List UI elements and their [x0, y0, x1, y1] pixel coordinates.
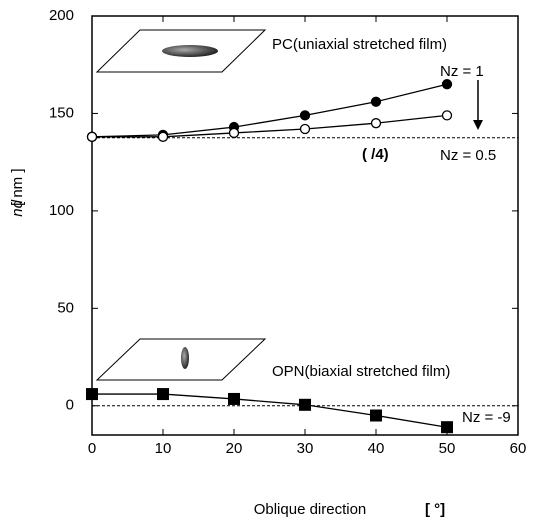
marker — [157, 131, 169, 142]
marker — [299, 398, 311, 411]
annotation: ( /4) — [362, 146, 389, 163]
marker — [86, 388, 98, 401]
index-ellipsoid — [181, 347, 189, 369]
series-label: Nz = -9 — [462, 409, 511, 426]
x-tick-label: 30 — [297, 440, 314, 457]
series-line — [92, 393, 448, 428]
marker — [299, 110, 311, 121]
y-tick-label: 100 — [49, 202, 74, 219]
series-label: Nz = 0.5 — [440, 147, 496, 164]
annotation: PC(uniaxial stretched film) — [272, 36, 447, 53]
series-line — [91, 83, 448, 138]
series-label: Nz = 1 — [440, 63, 484, 80]
x-tick-label: 50 — [439, 440, 456, 457]
y-tick-label: 150 — [49, 104, 74, 121]
arrow-head — [473, 120, 483, 130]
marker — [228, 127, 240, 139]
x-tick-label: 0 — [88, 440, 96, 457]
x-tick-label: 10 — [155, 440, 172, 457]
film-illustration — [95, 338, 267, 381]
marker — [299, 123, 311, 135]
index-ellipsoid — [162, 45, 218, 57]
marker — [441, 421, 453, 434]
x-tick-label: 60 — [510, 440, 527, 457]
marker — [441, 79, 453, 90]
x-tick-label: 40 — [368, 440, 385, 457]
x-tick-label: 20 — [226, 440, 243, 457]
x-axis-unit: [ °] — [425, 501, 445, 518]
marker — [370, 96, 382, 107]
series-line — [92, 114, 448, 138]
y-axis-label: nd — [9, 199, 26, 216]
y-tick-label: 50 — [57, 299, 74, 316]
annotation: OPN(biaxial stretched film) — [272, 363, 450, 380]
marker — [157, 388, 169, 401]
film-illustration — [95, 29, 267, 73]
marker — [228, 392, 240, 405]
marker — [86, 131, 98, 142]
x-axis-label: Oblique direction — [254, 501, 367, 518]
marker — [441, 110, 453, 121]
marker — [370, 409, 382, 422]
marker — [370, 118, 382, 129]
y-tick-label: 200 — [49, 7, 74, 24]
y-tick-label: 0 — [66, 397, 74, 414]
y-axis-unit: [ nm ] — [9, 168, 26, 206]
